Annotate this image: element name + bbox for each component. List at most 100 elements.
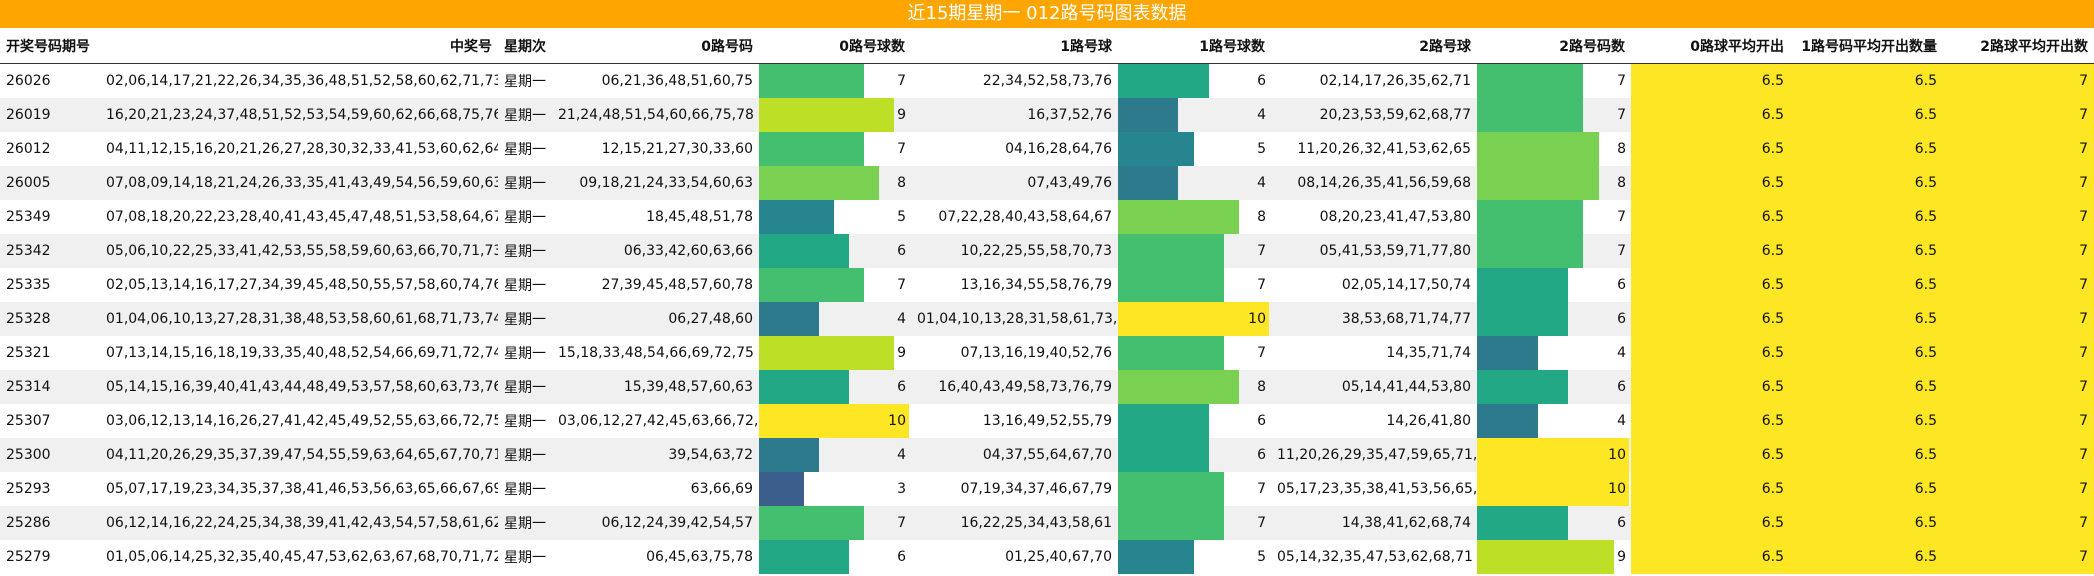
count-cell: 6 (759, 370, 911, 404)
table-cell: 25349 (6, 209, 51, 225)
count-value: 7 (897, 73, 906, 89)
count-cell: 6 (1477, 302, 1631, 336)
count-value: 6 (897, 549, 906, 565)
count-value: 7 (897, 515, 906, 531)
count-value: 6 (1617, 379, 1626, 395)
data-bar (1477, 166, 1599, 200)
count-cell: 6 (1477, 268, 1631, 302)
count-cell: 10 (1477, 438, 1631, 472)
count-cell: 8 (1118, 370, 1271, 404)
table-cell: 26026 (6, 73, 51, 89)
table-cell: 07,13,14,15,16,18,19,33,35,40,48,52,54,6… (106, 345, 498, 361)
average-cell: 6.5 (1631, 336, 1790, 370)
average-cell: 6.5 (1790, 472, 1943, 506)
data-bar (1477, 98, 1584, 132)
column-header: 1路号球数 (1118, 28, 1271, 64)
table-cell: 18,45,48,51,78 (646, 209, 753, 225)
table-cell: 26005 (0, 166, 100, 200)
count-cell: 7 (759, 268, 911, 302)
table-cell: 05,06,10,22,25,33,41,42,53,55,58,59,60,6… (100, 234, 498, 268)
table-row: 25307 03,06,12,13,14,16,26,27,41,42,45,49… (0, 404, 2094, 438)
table-cell: 04,11,20,26,29,35,37,39,47,54,55,59,63,6… (100, 438, 498, 472)
count-cell: 4 (1118, 98, 1271, 132)
count-cell: 7 (1477, 234, 1631, 268)
table-cell: 02,06,14,17,21,22,26,34,35,36,48,51,52,5… (106, 73, 498, 89)
data-bar (1118, 166, 1179, 200)
count-value: 6 (1617, 515, 1626, 531)
table-cell: 10,22,25,55,58,70,73 (911, 234, 1118, 268)
average-cell: 6.5 (1790, 370, 1943, 404)
data-bar (1118, 98, 1179, 132)
count-cell: 8 (759, 166, 911, 200)
data-bar (1477, 506, 1569, 540)
count-cell: 9 (759, 336, 911, 370)
average-cell: 7 (1943, 166, 2094, 200)
average-cell: 6.5 (1790, 438, 1943, 472)
count-value: 5 (1257, 549, 1266, 565)
data-bar (1118, 540, 1194, 574)
table-cell: 星期一 (498, 302, 552, 336)
average-cell: 6.5 (1790, 98, 1943, 132)
count-value: 8 (1617, 175, 1626, 191)
data-bar (1118, 64, 1209, 98)
table-cell: 星期一 (498, 234, 552, 268)
count-cell: 7 (1118, 336, 1271, 370)
count-cell: 4 (1118, 166, 1271, 200)
column-header: 0路号码 (552, 28, 759, 64)
table-cell: 63,66,69 (690, 481, 753, 497)
table-cell: 06,21,36,48,51,60,75 (601, 73, 753, 89)
table-row: 25286 06,12,14,16,22,24,25,34,38,39,41,42… (0, 506, 2094, 540)
data-bar (1118, 404, 1209, 438)
table-cell: 05,07,17,19,23,34,35,37,38,41,46,53,56,6… (106, 481, 498, 497)
average-cell: 6.5 (1790, 166, 1943, 200)
table-cell: 05,41,53,59,71,77,80 (1271, 234, 1477, 268)
data-bar (759, 506, 864, 540)
average-cell: 6.5 (1631, 540, 1790, 574)
table-cell: 02,14,17,26,35,62,71 (1319, 73, 1471, 89)
count-cell: 4 (759, 302, 911, 336)
count-value: 10 (888, 413, 906, 429)
data-bar (759, 404, 909, 438)
table-cell: 星期一 (504, 210, 546, 226)
data-bar (1118, 302, 1269, 336)
column-header: 2路号码数 (1477, 28, 1631, 64)
table-cell: 06,45,63,75,78 (646, 549, 753, 565)
table-cell: 04,37,55,64,67,70 (911, 438, 1118, 472)
average-cell: 7 (1943, 336, 2094, 370)
data-bar (1477, 472, 1629, 506)
data-bar (1118, 506, 1224, 540)
average-cell: 6.5 (1790, 268, 1943, 302)
average-cell: 7 (1943, 132, 2094, 166)
data-bar (1118, 132, 1194, 166)
table-cell: 01,25,40,67,70 (1005, 549, 1112, 565)
table-cell: 05,17,23,35,38,41,53,56,65,71 (1277, 481, 1477, 497)
count-cell: 10 (1477, 472, 1631, 506)
count-value: 10 (1248, 311, 1266, 327)
data-bar (1118, 472, 1224, 506)
average-cell: 6.5 (1631, 370, 1790, 404)
table-cell: 12,15,21,27,30,33,60 (601, 141, 753, 157)
count-cell: 6 (1118, 438, 1271, 472)
count-cell: 7 (1118, 506, 1271, 540)
average-cell: 6.5 (1631, 268, 1790, 302)
table-cell: 04,16,28,64,76 (1005, 141, 1112, 157)
count-cell: 6 (1118, 64, 1271, 98)
table-body: 26026 02,06,14,17,21,22,26,34,35,36,48,51… (0, 63, 2094, 574)
data-bar (759, 540, 849, 574)
data-bar (1477, 268, 1569, 302)
table-cell: 06,27,48,60 (552, 302, 759, 336)
average-cell: 6.5 (1631, 302, 1790, 336)
average-cell: 7 (1943, 404, 2094, 438)
count-cell: 6 (759, 540, 911, 574)
table-row: 25321 07,13,14,15,16,18,19,33,35,40,48,52… (0, 336, 2094, 370)
table-cell: 25307 (6, 413, 51, 429)
count-cell: 7 (1118, 472, 1271, 506)
average-cell: 6.5 (1631, 132, 1790, 166)
data-table: 开奖号码期号 中奖号 星期次 0路号码 0路号球数 1路号球 1路号球数 2路号球 2路号码数 0… (0, 28, 2094, 574)
data-bar (1477, 302, 1569, 336)
count-value: 6 (1257, 73, 1266, 89)
table-cell: 25335 (6, 277, 51, 293)
count-cell: 10 (759, 404, 911, 438)
table-cell: 27,39,45,48,57,60,78 (601, 277, 753, 293)
